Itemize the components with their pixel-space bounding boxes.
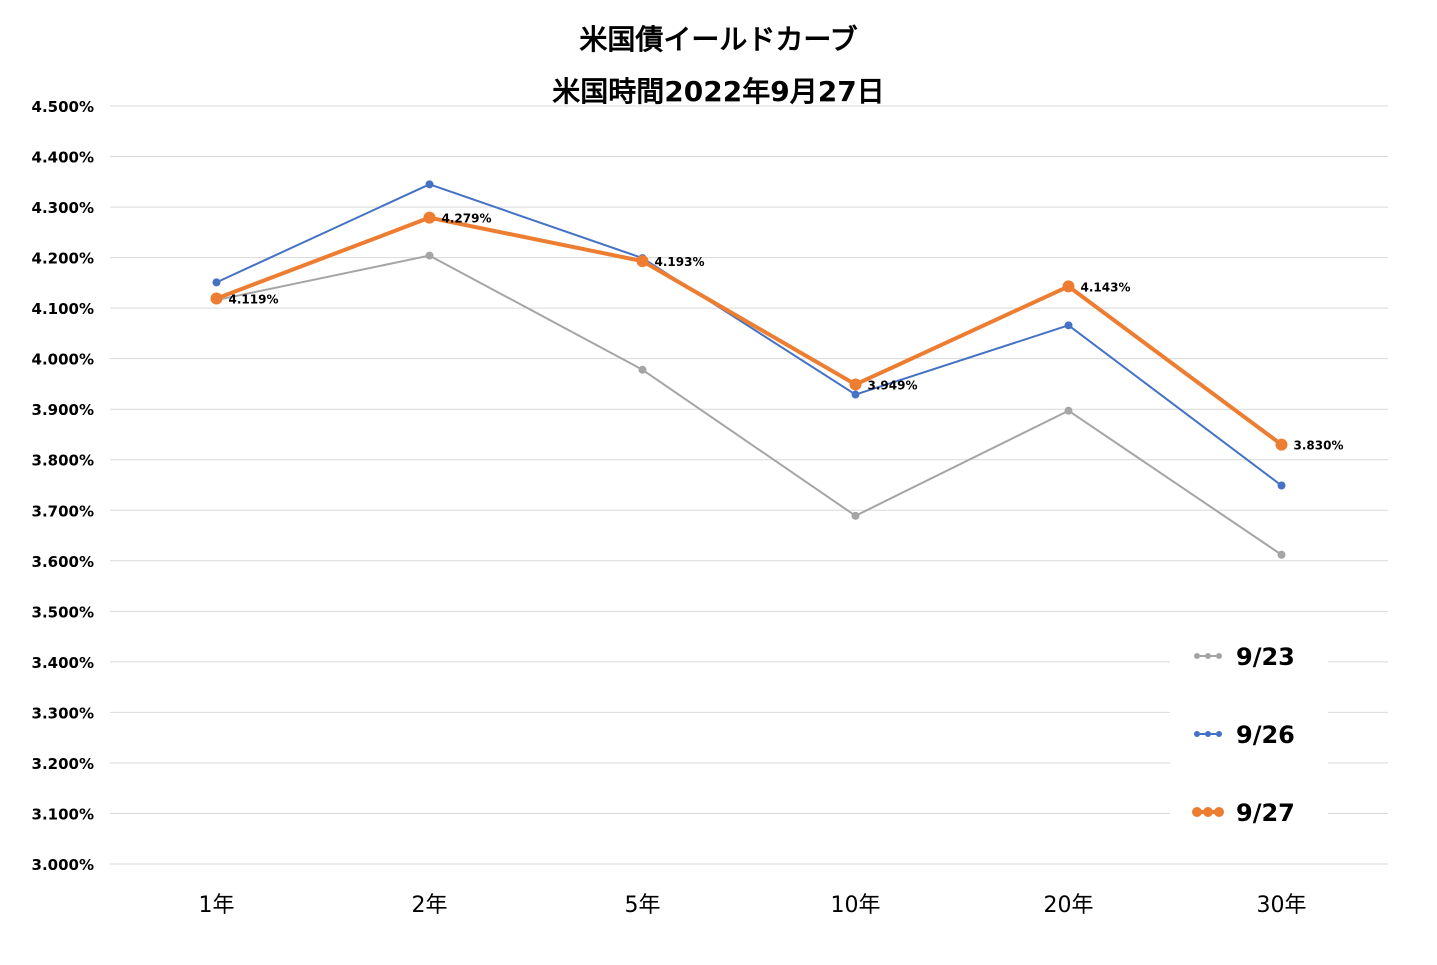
legend-marker <box>1216 653 1222 659</box>
x-tick-label: 1年 <box>199 893 235 918</box>
y-axis-ticks: 3.000% 3.100% 3.200% 3.300% 3.400% 3.500% 3.60… <box>32 98 94 874</box>
y-tick-label: 4.000% <box>32 351 94 369</box>
data-point <box>1064 321 1073 330</box>
data-point <box>638 365 647 374</box>
y-tick-label: 4.300% <box>32 199 94 217</box>
x-axis-ticks: 1年 2年 5年 10年 20年 30年 <box>199 893 1307 918</box>
y-tick-label: 4.500% <box>32 98 94 116</box>
chart-title: 米国債イールドカーブ <box>579 23 858 56</box>
y-tick-label: 3.600% <box>32 553 94 571</box>
x-tick-label: 5年 <box>625 893 661 918</box>
chart-subtitle: 米国時間2022年9月27日 <box>552 75 885 108</box>
data-point <box>425 251 434 260</box>
data-point <box>636 255 649 268</box>
series-line <box>215 215 1283 447</box>
data-point <box>851 511 860 520</box>
y-tick-label: 4.100% <box>32 300 94 318</box>
data-point <box>1064 406 1073 415</box>
x-tick-label: 30年 <box>1257 893 1307 918</box>
data-point <box>423 211 436 224</box>
y-tick-label: 4.200% <box>32 250 94 268</box>
series-line <box>216 254 1283 556</box>
legend-label: 9/23 <box>1236 643 1295 671</box>
x-tick-label: 2年 <box>412 893 448 918</box>
data-point <box>1277 481 1286 490</box>
legend-label: 9/27 <box>1236 799 1295 827</box>
legend-marker <box>1216 731 1222 737</box>
y-tick-label: 3.700% <box>32 502 94 520</box>
data-point <box>1275 438 1288 451</box>
y-tick-label: 3.200% <box>32 755 94 773</box>
data-label: 3.830% <box>1294 439 1344 453</box>
data-point <box>851 390 860 399</box>
legend-label: 9/26 <box>1236 721 1295 749</box>
legend-marker <box>1203 807 1213 817</box>
data-label: 4.119% <box>229 293 279 307</box>
data-label: 3.949% <box>868 378 918 392</box>
data-point <box>849 378 862 391</box>
y-tick-label: 3.000% <box>32 856 94 874</box>
legend-marker <box>1192 807 1202 817</box>
gridlines <box>110 105 1388 865</box>
legend: 9/23 9/26 9/27 <box>1170 630 1328 840</box>
y-tick-label: 3.900% <box>32 401 94 419</box>
data-point <box>1277 550 1286 559</box>
y-tick-label: 3.500% <box>32 603 94 621</box>
data-label: 4.143% <box>1081 280 1131 294</box>
legend-marker <box>1194 731 1200 737</box>
data-point <box>212 278 221 287</box>
x-tick-label: 20年 <box>1044 893 1094 918</box>
data-label: 4.193% <box>655 255 705 269</box>
series-lines <box>210 180 1288 559</box>
y-tick-label: 3.300% <box>32 704 94 722</box>
legend-marker <box>1205 731 1211 737</box>
data-point <box>210 292 223 305</box>
y-tick-label: 3.400% <box>32 654 94 672</box>
series-line <box>216 183 1283 487</box>
y-tick-label: 3.800% <box>32 452 94 470</box>
data-point <box>425 180 434 189</box>
legend-marker <box>1214 807 1224 817</box>
y-tick-label: 3.100% <box>32 805 94 823</box>
data-label: 4.279% <box>442 212 492 226</box>
legend-marker <box>1205 653 1211 659</box>
x-tick-label: 10年 <box>831 893 881 918</box>
y-tick-label: 4.400% <box>32 149 94 167</box>
data-labels: 4.119% 4.279% 4.193% 3.949% 4.143% 3.830% <box>229 212 1344 453</box>
legend-marker <box>1194 653 1200 659</box>
data-point <box>1062 280 1075 293</box>
